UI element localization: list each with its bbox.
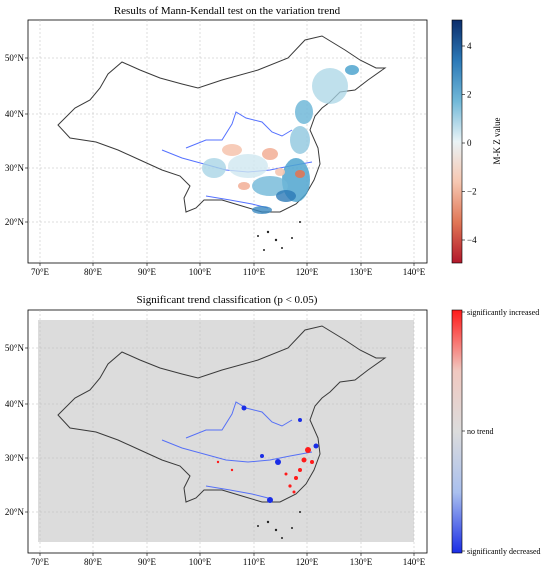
significance-map-panel: Significant trend classification (p < 0.…	[5, 294, 541, 567]
panel-2-increased-pixels	[216, 447, 314, 494]
lon-tick-label: 140°E	[403, 557, 426, 567]
lat-tick-label: 20°N	[5, 507, 25, 517]
colorbar-tick-label: 4	[467, 41, 472, 51]
panel-2-decreased-pixels	[241, 405, 319, 503]
panel-1-lon-ticks: 70°E 80°E 90°E 100°E 110°E 120°E 130°E 140°E	[31, 263, 426, 277]
lat-tick-label: 40°N	[5, 399, 25, 409]
panel-1-mk-z-pixels	[202, 65, 359, 214]
panel-1-lat-ticks: 50°N 40°N 30°N 20°N	[5, 53, 28, 227]
lon-tick-label: 100°E	[189, 557, 212, 567]
lon-tick-label: 120°E	[296, 267, 319, 277]
panel-2-no-trend-background	[38, 320, 414, 542]
lon-tick-label: 130°E	[350, 557, 373, 567]
lon-tick-label: 110°E	[243, 267, 266, 277]
colorbar-tick-label: −4	[467, 235, 477, 245]
panel-2-gridlines	[28, 310, 427, 553]
panel-1-river-pearl	[205, 195, 269, 209]
panel-2-china-boundary	[57, 325, 387, 503]
lon-tick-label: 130°E	[350, 267, 373, 277]
lon-tick-label: 100°E	[189, 267, 212, 277]
lon-tick-label: 70°E	[31, 267, 50, 277]
lon-tick-label: 110°E	[243, 557, 266, 567]
panel-2-lon-ticks: 70°E 80°E 90°E 100°E 110°E 120°E 130°E 140°E	[31, 553, 426, 567]
lat-tick-label: 50°N	[5, 343, 25, 353]
lat-tick-label: 30°N	[5, 453, 25, 463]
lon-tick-label: 90°E	[138, 557, 157, 567]
panel-1-islands	[257, 221, 301, 251]
colorbar-tick-label: 0	[467, 138, 472, 148]
colorbar-tick-label: −2	[467, 187, 477, 197]
lon-tick-label: 80°E	[84, 267, 103, 277]
panel-1-map-content	[57, 35, 387, 251]
colorbar-tick-label: significantly increased	[467, 308, 539, 317]
panel-1-china-boundary	[57, 35, 387, 213]
lat-tick-label: 50°N	[5, 53, 25, 63]
lon-tick-label: 70°E	[31, 557, 50, 567]
panel-2-colorbar-bar	[451, 309, 463, 554]
lon-tick-label: 120°E	[296, 557, 319, 567]
colorbar-tick-label: significantly decreased	[467, 547, 541, 556]
lat-tick-label: 20°N	[5, 217, 25, 227]
panel-2-lat-ticks: 50°N 40°N 30°N 20°N	[5, 343, 28, 517]
lon-tick-label: 90°E	[138, 267, 157, 277]
panel-1-river-yellow	[185, 111, 293, 149]
lat-tick-label: 40°N	[5, 109, 25, 119]
lon-tick-label: 80°E	[84, 557, 103, 567]
mk-z-map-panel: Results of Mann-Kendall test on the vari…	[5, 5, 502, 277]
panel-1-colorbar-ticks: 4 2 0 −2 −4	[462, 41, 477, 245]
panel-2-rivers	[161, 401, 313, 499]
panel-1-colorbar-bar	[451, 19, 463, 264]
panel-2-colorbar: significantly increased no trend significa…	[451, 308, 541, 556]
panel-2-title: Significant trend classification (p < 0.…	[137, 294, 318, 306]
panel-1-title: Results of Mann-Kendall test on the vari…	[114, 5, 341, 17]
panel-1-colorbar-label: M-K Z value	[492, 118, 502, 165]
panel-2-islands	[257, 511, 301, 539]
panel-2-colorbar-ticks: significantly increased no trend significa…	[462, 308, 541, 556]
panel-1-map-frame	[27, 19, 428, 264]
lat-tick-label: 30°N	[5, 163, 25, 173]
colorbar-tick-label: 2	[467, 90, 472, 100]
panel-1-colorbar: 4 2 0 −2 −4 M-K Z value	[451, 19, 502, 264]
lon-tick-label: 140°E	[403, 267, 426, 277]
colorbar-tick-label: no trend	[467, 427, 493, 436]
panel-2-map-content	[57, 325, 387, 539]
